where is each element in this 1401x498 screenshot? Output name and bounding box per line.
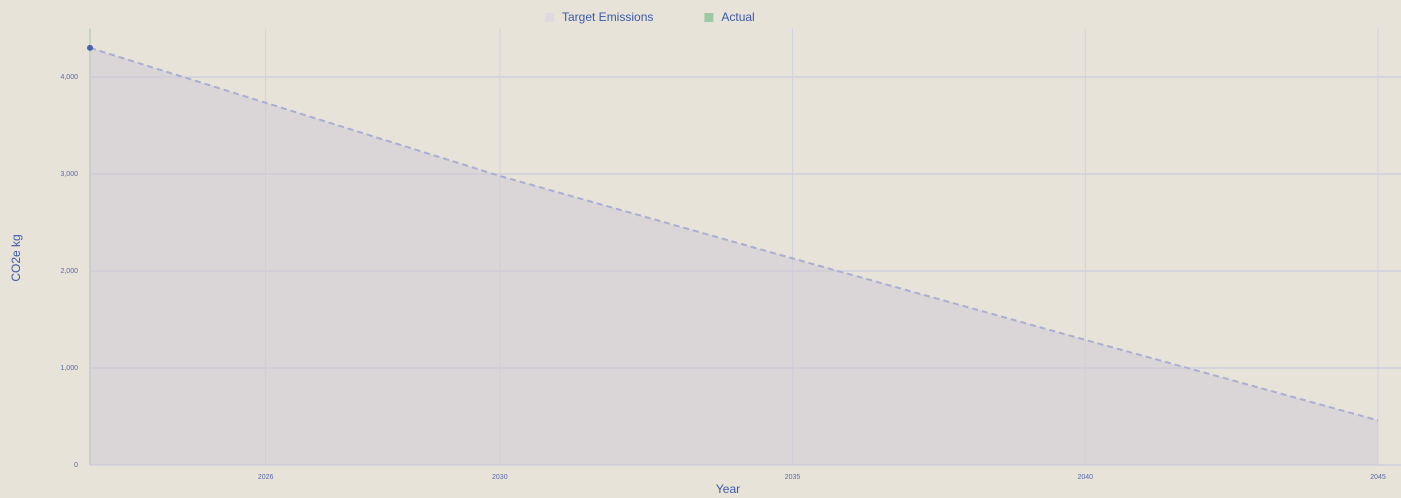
line xyxy=(89,46,1379,422)
y-tick-label: 4,000 xyxy=(60,74,78,81)
x-tick-label: 2035 xyxy=(785,474,801,481)
x-tick-label: 2030 xyxy=(492,474,508,481)
y-tick-label: 2,000 xyxy=(60,268,78,275)
legend-swatch xyxy=(545,13,554,22)
x-tick-label: 2040 xyxy=(1077,474,1093,481)
legend-label: Target Emissions xyxy=(562,10,653,24)
legend-label: Actual xyxy=(721,10,754,24)
legend-swatch xyxy=(704,13,714,22)
area xyxy=(90,47,1378,466)
x-tick-label: 2045 xyxy=(1370,474,1386,481)
x-tick-label: 2026 xyxy=(258,474,274,481)
y-tick-label: 3,000 xyxy=(60,171,78,178)
point xyxy=(87,44,93,51)
y-tick-label: 1,000 xyxy=(60,365,78,372)
y-axis-label: CO2e kg xyxy=(9,234,23,281)
x-axis-label: Year xyxy=(716,482,740,496)
y-tick-label: 0 xyxy=(74,462,78,469)
